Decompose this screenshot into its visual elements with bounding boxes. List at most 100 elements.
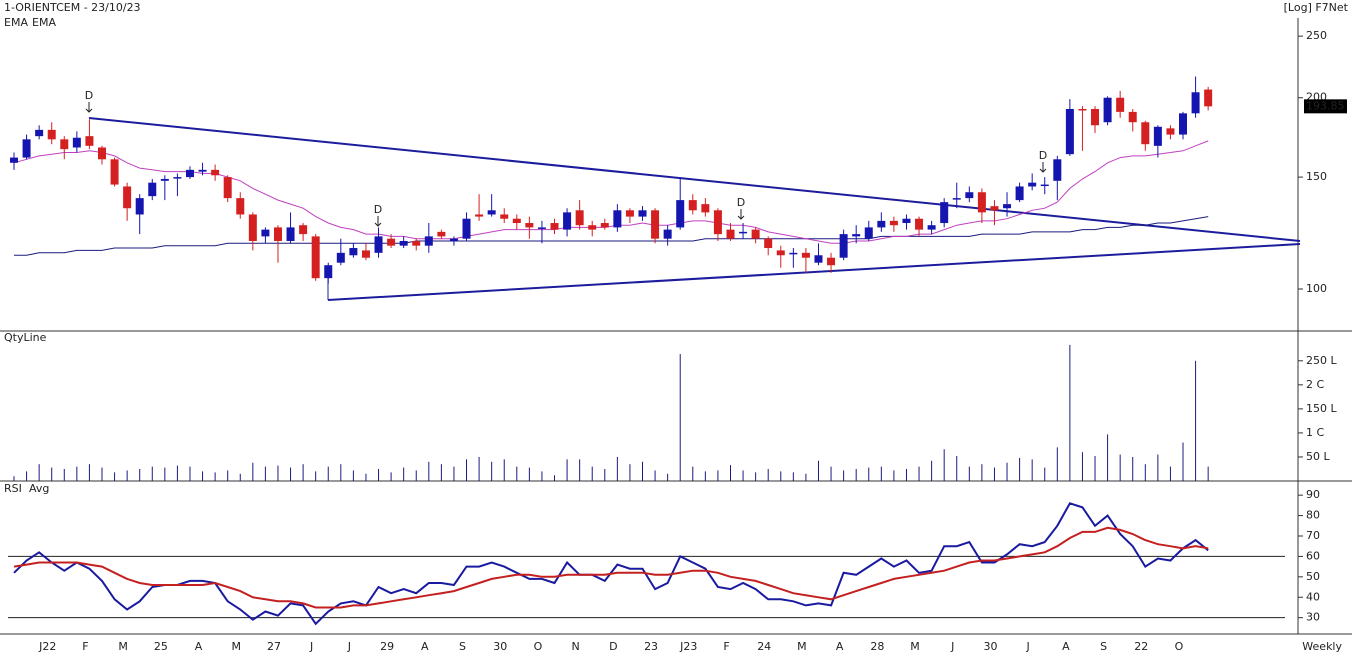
candle-body xyxy=(613,210,622,228)
x-tick-label: J22 xyxy=(38,640,56,653)
candle-body xyxy=(437,231,446,237)
candle-body xyxy=(1091,108,1100,126)
candle-body xyxy=(85,136,94,146)
x-tick-label: J xyxy=(347,640,351,653)
candle-body xyxy=(261,229,270,237)
signal-marker: D xyxy=(85,89,93,113)
candle-body xyxy=(135,198,144,215)
y-tick-label: 90 xyxy=(1306,488,1320,501)
candle-body xyxy=(160,178,169,181)
y-tick-label: 250 xyxy=(1306,29,1327,42)
candle-body xyxy=(148,182,157,197)
candle-body xyxy=(915,218,924,230)
candle-body xyxy=(173,177,182,179)
candle-body xyxy=(185,169,194,178)
candle-body xyxy=(1153,126,1162,146)
candle-body xyxy=(663,229,672,239)
candle-body xyxy=(990,206,999,211)
y-tick-label: 50 L xyxy=(1306,450,1330,463)
x-tick-label: O xyxy=(534,640,543,653)
trendline xyxy=(88,117,1301,242)
candle-body xyxy=(500,214,509,219)
candle-body xyxy=(827,257,836,266)
signal-label: D xyxy=(737,196,745,209)
candle-body xyxy=(449,238,458,241)
y-tick-label: 150 xyxy=(1306,170,1327,183)
y-tick-label: 50 xyxy=(1306,570,1320,583)
candle-body xyxy=(349,248,358,256)
x-tick-label: 30 xyxy=(983,640,997,653)
candle-body xyxy=(374,236,383,253)
legend-entry: EMA xyxy=(32,16,56,29)
candle-body xyxy=(940,202,949,224)
signal-arrow xyxy=(737,209,745,220)
candle-body xyxy=(739,231,748,234)
candle-body xyxy=(211,169,220,176)
candle-body xyxy=(1166,128,1175,135)
x-tick-label: 22 xyxy=(1134,640,1148,653)
legend-entry: RSI xyxy=(4,482,22,495)
candle-body xyxy=(751,229,760,239)
y-tick-label: 150 L xyxy=(1306,402,1337,415)
candle-body xyxy=(72,137,81,148)
candle-body xyxy=(776,250,785,256)
candle-body xyxy=(424,236,433,246)
candle-body xyxy=(600,223,609,228)
x-tick-label: 30 xyxy=(493,640,507,653)
x-tick-label: S xyxy=(459,640,466,653)
candle-body xyxy=(1003,204,1012,209)
candle-body xyxy=(273,227,282,241)
candle-body xyxy=(676,200,685,228)
x-tick-label: J23 xyxy=(679,640,697,653)
candle-body xyxy=(638,210,647,217)
candle-body xyxy=(525,223,534,228)
candle-body xyxy=(688,200,697,211)
candle-body xyxy=(977,192,986,213)
candle-body xyxy=(550,223,559,230)
signal-label: D xyxy=(374,203,382,216)
candle-body xyxy=(1053,159,1062,181)
candle-body xyxy=(462,218,471,239)
x-tick-label: M xyxy=(910,640,920,653)
signal-label: D xyxy=(85,89,93,102)
x-tick-label: M xyxy=(118,640,128,653)
x-tick-label: F xyxy=(82,640,88,653)
candle-body xyxy=(927,225,936,230)
legend-entry: Avg xyxy=(29,482,49,495)
candle-body xyxy=(47,129,56,140)
x-tick-label: N xyxy=(572,640,580,653)
x-tick-label: 23 xyxy=(644,640,658,653)
signal-label: D xyxy=(1039,149,1047,162)
signal-arrow xyxy=(85,102,93,113)
signal-arrow xyxy=(374,216,382,227)
candle-body xyxy=(1103,97,1112,123)
candle-body xyxy=(236,198,245,215)
x-tick-label: O xyxy=(1175,640,1184,653)
candle-body xyxy=(1191,92,1200,114)
x-tick-label: S xyxy=(1100,640,1107,653)
y-tick-label: 40 xyxy=(1306,590,1320,603)
chart-title: 1-ORIENTCEM - 23/10/23 xyxy=(4,1,141,14)
candle-body xyxy=(361,250,370,258)
candle-body xyxy=(814,255,823,263)
y-tick-label: 2 C xyxy=(1306,378,1324,391)
candle-body xyxy=(97,147,106,160)
x-axis-label: Weekly xyxy=(1302,640,1342,653)
y-tick-label: 100 xyxy=(1306,282,1327,295)
x-tick-label: A xyxy=(1062,640,1070,653)
x-tick-label: F xyxy=(723,640,729,653)
candle-body xyxy=(1028,182,1037,187)
candle-body xyxy=(625,210,634,217)
x-tick-label: J xyxy=(950,640,954,653)
signal-arrow xyxy=(1039,162,1047,173)
candle-body xyxy=(701,204,710,213)
signal-marker: D xyxy=(1039,149,1047,173)
candle-body xyxy=(286,227,295,241)
candle-body xyxy=(889,220,898,226)
candle-body xyxy=(1116,97,1125,112)
y-tick-label: 250 L xyxy=(1306,354,1337,367)
x-tick-label: 28 xyxy=(870,640,884,653)
candle-body xyxy=(952,198,961,200)
candle-body xyxy=(512,218,521,224)
x-tick-label: A xyxy=(421,640,429,653)
